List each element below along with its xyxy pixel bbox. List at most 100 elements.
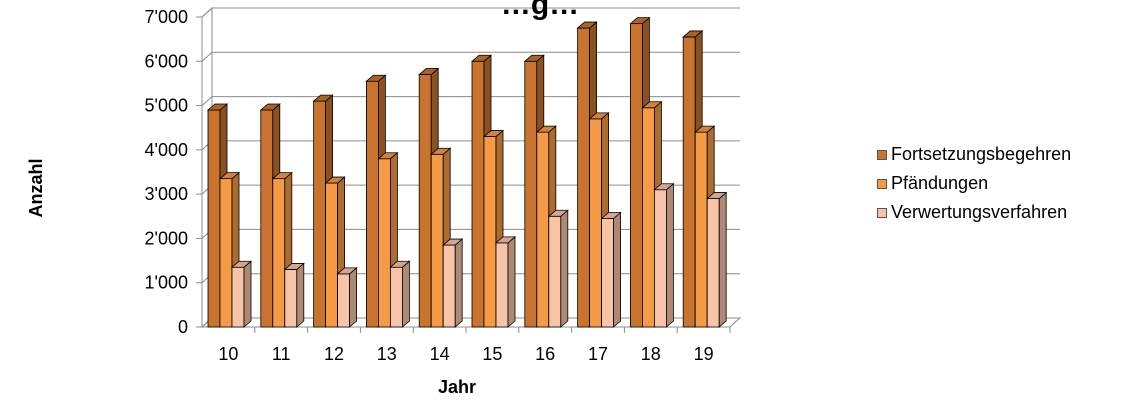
bar-front [589,118,602,328]
bar-front [430,153,444,328]
bar-top [535,125,557,133]
chart-title: …g… [501,0,579,21]
bar-side [666,182,674,328]
bar-top [283,263,305,270]
legend-item-verwertungsverfahren: Verwertungsverfahren [877,198,1071,227]
gridline-depth [201,51,213,62]
y-tick-label: 0 [178,317,188,337]
y-tick-label: 5'000 [145,96,188,116]
bar-front [325,182,339,328]
bar-top [494,236,517,244]
x-tick-label: 13 [377,344,397,364]
bar [547,209,569,328]
bar-top [547,209,569,217]
bar-front [495,242,509,328]
bar-front [272,178,286,328]
bar [336,266,358,328]
bar-top [377,152,399,160]
bar-front [418,74,432,328]
bar-top [629,17,651,25]
bar-top [470,54,493,62]
legend-swatch [877,207,887,218]
tick-labels: 0 1'000 2'000 3'000 4'000 5'000 6'000 7'000 10 11… [145,7,714,364]
bar-top [482,130,505,137]
bar-front [219,178,233,328]
bar-side [718,191,727,328]
bar-top [259,103,281,111]
bar-top [576,21,598,29]
bar-top [694,125,716,133]
y-tick-label: 3'000 [145,184,188,204]
bar-top [324,176,346,184]
x-tick-label: 11 [272,344,291,364]
legend: Fortsetzungsbegehren Pfändungen Verwertu… [877,140,1071,227]
bar-front [207,109,221,328]
legend-item-fortsetzungsbegehren: Fortsetzungsbegehren [877,140,1071,169]
bar [283,262,305,328]
x-tick-label: 14 [430,344,450,364]
y-tick-label: 4'000 [145,140,188,160]
y-tick-label: 1'000 [145,273,188,293]
bar-top [230,260,253,268]
bar-front [231,266,245,328]
bar-front [536,131,550,328]
bar-front [548,215,562,328]
bar-top [218,172,241,180]
bar-front [706,198,720,328]
x-tick-label: 15 [482,344,502,364]
bar-top [523,54,545,62]
bar-front [642,107,655,328]
bar-side [454,238,463,328]
bar-front [483,136,497,328]
x-tick-label: 19 [694,344,714,364]
bar-front [682,36,696,328]
gridline-depth [201,96,213,106]
bar-top [682,30,704,38]
bar [494,235,517,328]
y-tick-label: 2'000 [145,228,188,248]
bar-front [654,189,667,328]
gridline-depth [201,7,213,18]
x-tick-label: 17 [588,344,608,364]
bar-top [430,147,452,155]
bar-top [271,172,293,180]
bar-top [641,101,663,109]
x-tick-label: 10 [218,344,238,364]
bar-front [365,80,379,328]
bar-side [401,260,410,328]
x-axis-title: Jahr [438,377,476,397]
bar-front [377,158,391,328]
bar-front [577,27,590,328]
legend-label: Fortsetzungsbegehren [891,144,1072,164]
bars [206,16,728,328]
bar [706,191,728,328]
bar-front [284,269,298,328]
bar [442,238,464,328]
bar-front [524,60,538,328]
bar-front [694,131,708,328]
bar-top [442,238,464,246]
legend-item-pfaendungen: Pfändungen [877,169,1071,198]
bar-front [389,266,403,328]
bar-top [365,74,387,82]
bar-top [418,68,440,75]
bar-top [389,260,411,268]
y-axis-title: Anzahl [26,158,46,217]
bar-side [560,209,569,328]
bar-top [312,94,334,102]
bar-side [296,262,305,328]
bar-top [588,112,610,120]
legend-label: Verwertungsverfahren [891,202,1068,222]
legend-swatch [877,178,887,189]
y-tick-label: 7'000 [145,7,188,27]
x-tick-label: 18 [641,344,661,364]
bar-top [206,103,229,111]
bar-front [601,218,614,328]
bar-side [243,260,252,328]
bar-top [600,212,622,219]
bar-side [613,211,621,328]
legend-swatch [877,149,887,160]
bar-front [630,23,643,328]
x-tick-label: 16 [535,344,555,364]
